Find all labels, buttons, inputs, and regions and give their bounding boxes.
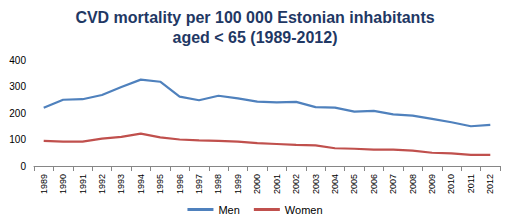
svg-text:200: 200 <box>9 108 26 119</box>
svg-text:1993: 1993 <box>116 174 126 194</box>
svg-text:Men: Men <box>218 204 239 216</box>
svg-text:Women: Women <box>285 204 323 216</box>
svg-text:2000: 2000 <box>252 174 262 194</box>
svg-text:300: 300 <box>9 81 26 92</box>
svg-text:2006: 2006 <box>369 174 379 194</box>
svg-text:1991: 1991 <box>78 174 88 194</box>
svg-text:2008: 2008 <box>408 174 418 194</box>
svg-text:2009: 2009 <box>427 174 437 194</box>
svg-text:2001: 2001 <box>272 174 282 194</box>
svg-text:2010: 2010 <box>446 174 456 194</box>
svg-text:2007: 2007 <box>388 174 398 194</box>
svg-text:CVD mortality per 100 000 Esto: CVD mortality per 100 000 Estonian inhab… <box>75 9 434 26</box>
svg-text:1999: 1999 <box>233 174 243 194</box>
svg-text:0: 0 <box>20 161 26 172</box>
svg-text:aged < 65 (1989-2012): aged < 65 (1989-2012) <box>173 29 338 46</box>
svg-text:2012: 2012 <box>485 174 495 194</box>
svg-text:2011: 2011 <box>466 174 476 193</box>
svg-text:1989: 1989 <box>39 174 49 194</box>
svg-text:1996: 1996 <box>175 174 185 194</box>
svg-text:2005: 2005 <box>349 174 359 194</box>
svg-text:1998: 1998 <box>213 174 223 194</box>
svg-text:1992: 1992 <box>97 174 107 194</box>
svg-text:2004: 2004 <box>330 174 340 194</box>
svg-text:100: 100 <box>9 134 26 145</box>
svg-text:1994: 1994 <box>136 174 146 194</box>
svg-text:400: 400 <box>9 55 26 66</box>
svg-text:2002: 2002 <box>291 174 301 194</box>
svg-text:2003: 2003 <box>311 174 321 194</box>
svg-text:1990: 1990 <box>58 174 68 194</box>
svg-text:1995: 1995 <box>155 174 165 194</box>
svg-text:1997: 1997 <box>194 174 204 194</box>
